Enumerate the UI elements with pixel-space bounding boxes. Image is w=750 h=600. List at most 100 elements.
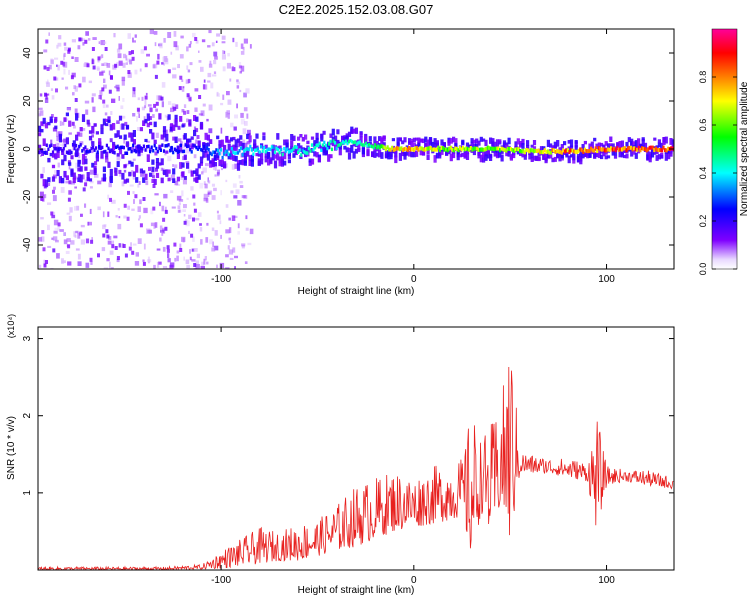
- spectrogram-halo-cell: [579, 150, 583, 159]
- spectrogram-halo-cell: [264, 155, 268, 163]
- spectrogram-noise-cell: [244, 121, 248, 126]
- spectrogram-x-tick-label: 0: [411, 274, 417, 285]
- spectrogram-noise-cell: [51, 214, 56, 219]
- spectrogram-ridge-cell: [449, 145, 452, 150]
- spectrogram-halo-cell: [650, 149, 655, 158]
- spectrogram-halo-cell: [199, 123, 204, 129]
- spectrogram-ridge-cell: [75, 143, 78, 148]
- spectrogram-noise-cell: [52, 189, 55, 194]
- spectrogram-halo-cell: [218, 140, 222, 146]
- spectrogram-noise-cell: [91, 47, 95, 51]
- spectrogram-halo-cell: [63, 117, 67, 122]
- spectrogram-noise-cell: [127, 72, 132, 78]
- spectrogram-ridge-cell: [654, 146, 657, 151]
- spectrogram-noise-cell: [170, 190, 174, 193]
- snr-x-ticks: -100 0 100: [211, 327, 615, 586]
- spectrogram-halo-cell: [435, 142, 439, 146]
- spectrogram-noise-cell: [124, 253, 128, 258]
- spectrogram-noise-cell: [103, 267, 109, 269]
- spectrogram-noise-cell: [44, 93, 50, 96]
- spectrogram-noise-cell: [138, 113, 140, 118]
- spectrogram-noise-cell: [217, 214, 221, 220]
- spectrogram-halo-cell: [276, 152, 280, 161]
- spectrogram-noise-cell: [183, 256, 185, 261]
- spectrogram-halo-cell: [118, 147, 123, 155]
- spectrogram-noise-cell: [123, 215, 127, 219]
- spectrogram-noise-cell: [170, 51, 173, 55]
- spectrogram-ridge-cell: [605, 148, 608, 153]
- spectrogram-noise-cell: [114, 86, 117, 89]
- spectrogram-ridge-cell: [531, 148, 534, 153]
- spectrogram-halo-cell: [149, 172, 153, 177]
- spectrogram-halo-cell: [75, 134, 79, 141]
- spectrogram-ridge-cell: [406, 147, 409, 152]
- spectrogram-ridge-cell: [51, 150, 55, 154]
- spectrogram-noise-cell: [213, 51, 218, 57]
- spectrogram-noise-cell: [235, 189, 240, 194]
- spectrogram-noise-cell: [156, 95, 160, 101]
- spectrogram-noise-cell: [73, 85, 76, 90]
- spectrogram-noise-cell: [139, 153, 143, 156]
- spectrogram-halo-cell: [634, 152, 638, 159]
- spectrogram-noise-cell: [161, 82, 166, 88]
- spectrogram-halo-cell: [516, 149, 520, 155]
- spectrogram-ridge-cell: [332, 139, 335, 143]
- spectrogram-ridge-cell: [392, 147, 395, 152]
- spectrogram-halo-cell: [121, 172, 125, 180]
- spectrogram-halo-cell: [482, 155, 486, 163]
- spectrogram-halo-cell: [623, 148, 627, 153]
- spectrogram-halo-cell: [58, 134, 62, 143]
- spectrogram-noise-cell: [76, 205, 80, 211]
- spectrogram-x-axis-label: Height of straight line (km): [298, 286, 415, 297]
- spectrogram-y-tick-label: 20: [22, 95, 33, 107]
- spectrogram-halo-cell: [556, 151, 560, 159]
- spectrogram-halo-cell: [354, 127, 358, 134]
- spectrogram-ridge-cell: [474, 146, 477, 151]
- spectrogram-ridge-cell: [256, 147, 260, 151]
- spectrogram-ridge-cell: [554, 149, 557, 154]
- spectrogram-noise-cell: [52, 236, 58, 241]
- spectrogram-ridge-cell: [500, 146, 503, 151]
- spectrogram-noise-cell: [229, 257, 234, 260]
- spectrogram-noise-cell: [50, 211, 54, 216]
- spectrogram-noise-cell: [163, 62, 165, 66]
- spectrogram-ridge-cell: [408, 146, 411, 150]
- spectrogram-noise-cell: [145, 180, 149, 186]
- spectrogram-halo-cell: [350, 129, 354, 134]
- spectrogram-ridge-cell: [425, 146, 428, 151]
- spectrogram-halo-cell: [125, 178, 130, 183]
- spectrogram-noise-cell: [225, 179, 228, 183]
- spectrogram-ridge-cell: [252, 152, 255, 156]
- spectrogram-noise-cell: [50, 59, 54, 65]
- spectrogram-noise-cell: [166, 267, 169, 269]
- spectrogram-noise-cell: [167, 69, 171, 74]
- spectrogram-noise-cell: [185, 148, 190, 154]
- spectrogram-halo-cell: [278, 160, 282, 167]
- spectrogram-ridge-cell: [287, 150, 290, 154]
- spectrogram-noise-cell: [71, 39, 76, 43]
- spectrogram-ridge-cell: [280, 147, 283, 152]
- spectrogram-halo-cell: [669, 138, 673, 145]
- spectrogram-halo-cell: [530, 152, 534, 159]
- spectrogram-noise-cell: [193, 154, 197, 159]
- spectrogram-halo-cell: [118, 115, 123, 121]
- spectrogram-ridge-cell: [423, 147, 426, 152]
- spectrogram-halo-cell: [102, 118, 106, 126]
- spectrogram-halo-cell: [630, 141, 634, 148]
- spectrogram-halo-cell: [257, 151, 261, 157]
- spectrogram-halo-cell: [273, 160, 278, 169]
- spectrogram-noise-cell: [154, 193, 159, 196]
- spectrogram-halo-cell: [479, 136, 483, 142]
- spectrogram-noise-cell: [203, 258, 206, 265]
- spectrogram-noise-cell: [165, 206, 167, 213]
- spectrogram-ridge-cell: [388, 147, 391, 152]
- spectrogram-ridge-cell: [272, 145, 275, 150]
- spectrogram-halo-cell: [273, 154, 278, 159]
- spectrogram-noise-cell: [239, 71, 242, 74]
- spectrogram-ridge-cell: [383, 145, 386, 150]
- spectrogram-ridge-cell: [130, 149, 133, 154]
- spectrogram-halo-cell: [260, 143, 264, 147]
- spectrogram-ridge-cell: [258, 150, 261, 154]
- spectrogram-halo-cell: [304, 147, 308, 154]
- spectrogram-halo-cell: [299, 145, 303, 152]
